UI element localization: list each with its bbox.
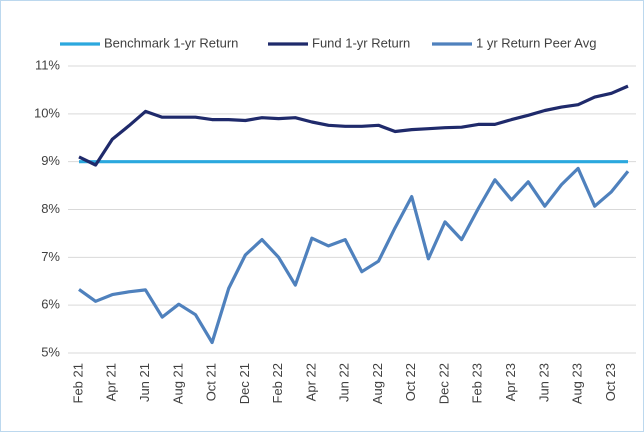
x-tick-label: Jun 21 [137,363,152,402]
x-tick-label: Feb 23 [470,363,485,403]
x-tick-label: Apr 23 [503,363,518,401]
x-tick-label: Feb 21 [70,363,85,403]
series-line [78,166,630,345]
x-tick-label: Dec 22 [436,363,451,404]
x-tick-label: Feb 22 [270,363,285,403]
legend-label: 1 yr Return Peer Avg [476,35,596,50]
x-tick-label: Apr 21 [104,363,119,401]
x-tick-label: Aug 23 [570,363,585,404]
x-tick-label: Oct 22 [403,363,418,401]
y-tick-label: 8% [41,201,60,216]
y-tick-label: 6% [41,297,60,312]
y-tick-label: 10% [34,105,60,120]
x-tick-label: Aug 21 [170,363,185,404]
y-tick-label: 7% [41,249,60,264]
legend-label: Benchmark 1-yr Return [104,35,238,50]
x-tick-label: Jun 23 [536,363,551,402]
x-tick-label: Oct 21 [204,363,219,401]
x-tick-label: Jun 22 [337,363,352,402]
x-tick-label: Dec 21 [237,363,252,404]
series-line [78,84,629,167]
x-tick-label: Oct 23 [603,363,618,401]
y-tick-label: 9% [41,153,60,168]
y-tick-label: 11% [35,57,60,72]
x-tick-label: Apr 22 [303,363,318,401]
x-tick-label: Aug 22 [370,363,385,404]
y-tick-label: 5% [41,344,60,359]
legend-label: Fund 1-yr Return [312,35,410,50]
